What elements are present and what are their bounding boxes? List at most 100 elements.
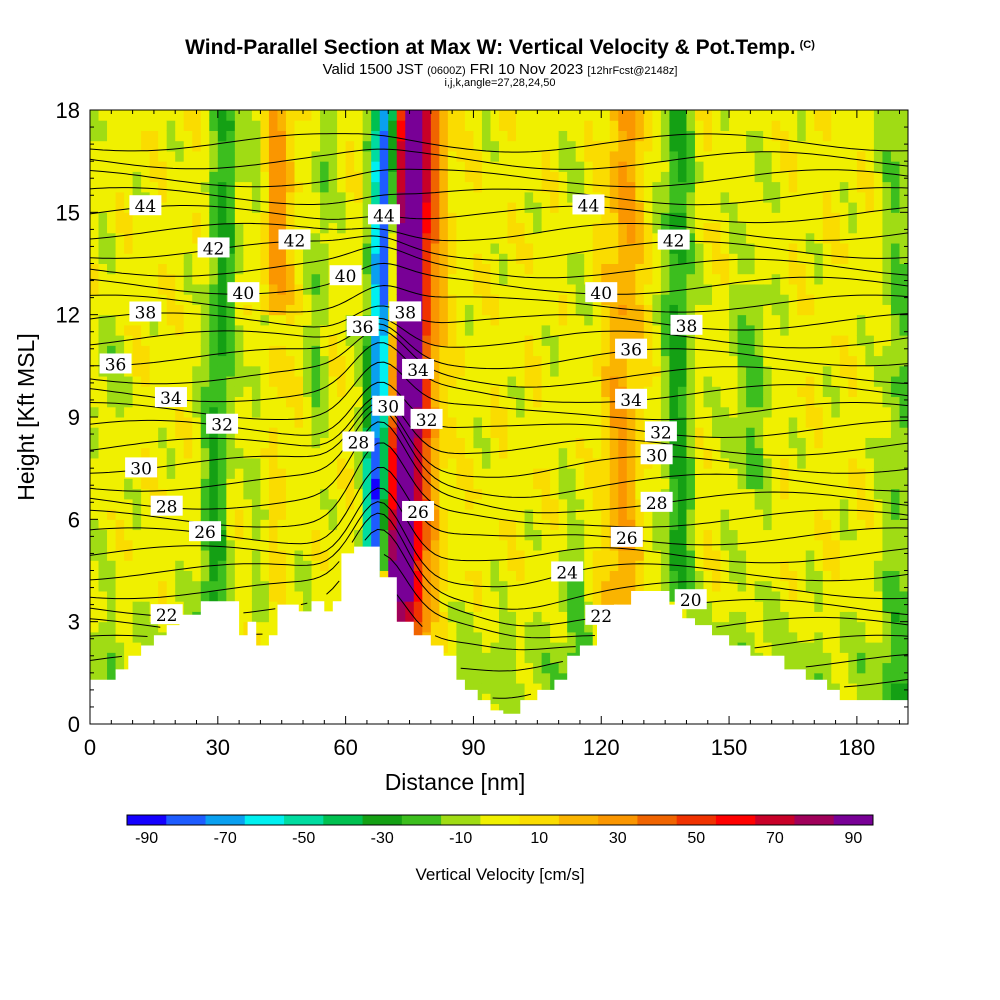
velocity-cell (541, 447, 551, 459)
velocity-cell (166, 570, 176, 582)
velocity-cell (643, 406, 653, 418)
velocity-cell (115, 191, 125, 203)
velocity-cell (447, 191, 457, 203)
velocity-cell (575, 488, 585, 500)
velocity-cell (618, 498, 628, 510)
velocity-cell (660, 304, 670, 316)
velocity-cell (499, 283, 509, 295)
velocity-cell (166, 222, 176, 234)
velocity-cell (737, 243, 747, 254)
velocity-cell (558, 171, 568, 183)
velocity-cell (729, 335, 739, 346)
velocity-cell (516, 355, 526, 367)
velocity-cell (694, 519, 704, 531)
velocity-cell (771, 611, 781, 623)
velocity-cell (481, 570, 491, 582)
velocity-cell (729, 580, 739, 592)
velocity-cell (175, 529, 185, 541)
velocity-cell (686, 529, 696, 541)
velocity-cell (490, 519, 500, 531)
velocity-cell (98, 314, 108, 326)
velocity-cell (226, 498, 236, 510)
velocity-cell (413, 263, 423, 275)
velocity-cell (345, 519, 355, 531)
velocity-cell (516, 468, 526, 479)
velocity-cell (175, 243, 185, 254)
velocity-cell (524, 130, 534, 142)
velocity-cell (277, 263, 287, 275)
velocity-cell (439, 519, 449, 531)
velocity-cell (430, 488, 440, 500)
velocity-cell (516, 324, 526, 336)
velocity-cell (371, 140, 381, 152)
velocity-cell (592, 273, 602, 285)
velocity-cell (345, 140, 355, 152)
velocity-cell (149, 396, 159, 408)
velocity-cell (516, 283, 526, 295)
velocity-cell (285, 191, 295, 203)
velocity-cell (754, 376, 764, 387)
velocity-cell (337, 345, 347, 357)
velocity-cell (618, 263, 628, 275)
velocity-cell (754, 386, 764, 398)
velocity-cell (567, 294, 577, 305)
velocity-cell (771, 529, 781, 541)
velocity-cell (694, 427, 704, 438)
velocity-cell (251, 498, 261, 510)
velocity-cell (584, 243, 594, 254)
velocity-cell (115, 509, 125, 520)
velocity-cell (422, 324, 432, 336)
velocity-cell (575, 150, 585, 162)
velocity-cell (422, 273, 432, 285)
velocity-cell (550, 263, 560, 275)
chart-title-unit-tag: (C) (799, 39, 815, 51)
velocity-cell (90, 243, 100, 254)
velocity-cell (217, 191, 227, 203)
velocity-cell (166, 212, 176, 224)
velocity-cell (234, 304, 244, 316)
velocity-cell (763, 161, 773, 172)
velocity-cell (567, 171, 577, 183)
velocity-cell (209, 202, 219, 213)
velocity-cell (677, 488, 687, 500)
velocity-cell (294, 580, 304, 592)
velocity-cell (669, 365, 679, 377)
velocity-cell (430, 539, 440, 551)
velocity-cell (516, 222, 526, 234)
velocity-cell (209, 253, 219, 264)
velocity-cell (490, 498, 500, 510)
velocity-cell (788, 345, 798, 357)
velocity-cell (260, 376, 270, 387)
velocity-cell (584, 273, 594, 285)
velocity-cell (618, 468, 628, 479)
velocity-cell (660, 437, 670, 449)
velocity-cell (754, 120, 764, 131)
velocity-cell (780, 560, 790, 571)
velocity-cell (362, 406, 372, 418)
velocity-cell (499, 672, 509, 684)
velocity-cell (192, 539, 202, 551)
velocity-cell (754, 171, 764, 183)
velocity-cell (456, 263, 466, 275)
velocity-cell (294, 601, 304, 612)
velocity-cell (149, 417, 159, 428)
velocity-cell (183, 161, 193, 172)
velocity-cell (703, 202, 713, 213)
velocity-cell (98, 120, 108, 131)
velocity-cell (490, 560, 500, 571)
velocity-cell (456, 396, 466, 408)
velocity-cell (584, 314, 594, 326)
velocity-cell (362, 386, 372, 398)
velocity-cell (107, 191, 117, 203)
velocity-cell (132, 478, 142, 490)
velocity-cell (183, 253, 193, 264)
velocity-cell (635, 314, 645, 326)
velocity-cell (413, 437, 423, 449)
velocity-cell (481, 478, 491, 490)
velocity-cell (609, 550, 619, 561)
velocity-cell (584, 447, 594, 459)
velocity-cell (660, 171, 670, 183)
velocity-cell (575, 171, 585, 183)
velocity-cell (277, 478, 287, 490)
